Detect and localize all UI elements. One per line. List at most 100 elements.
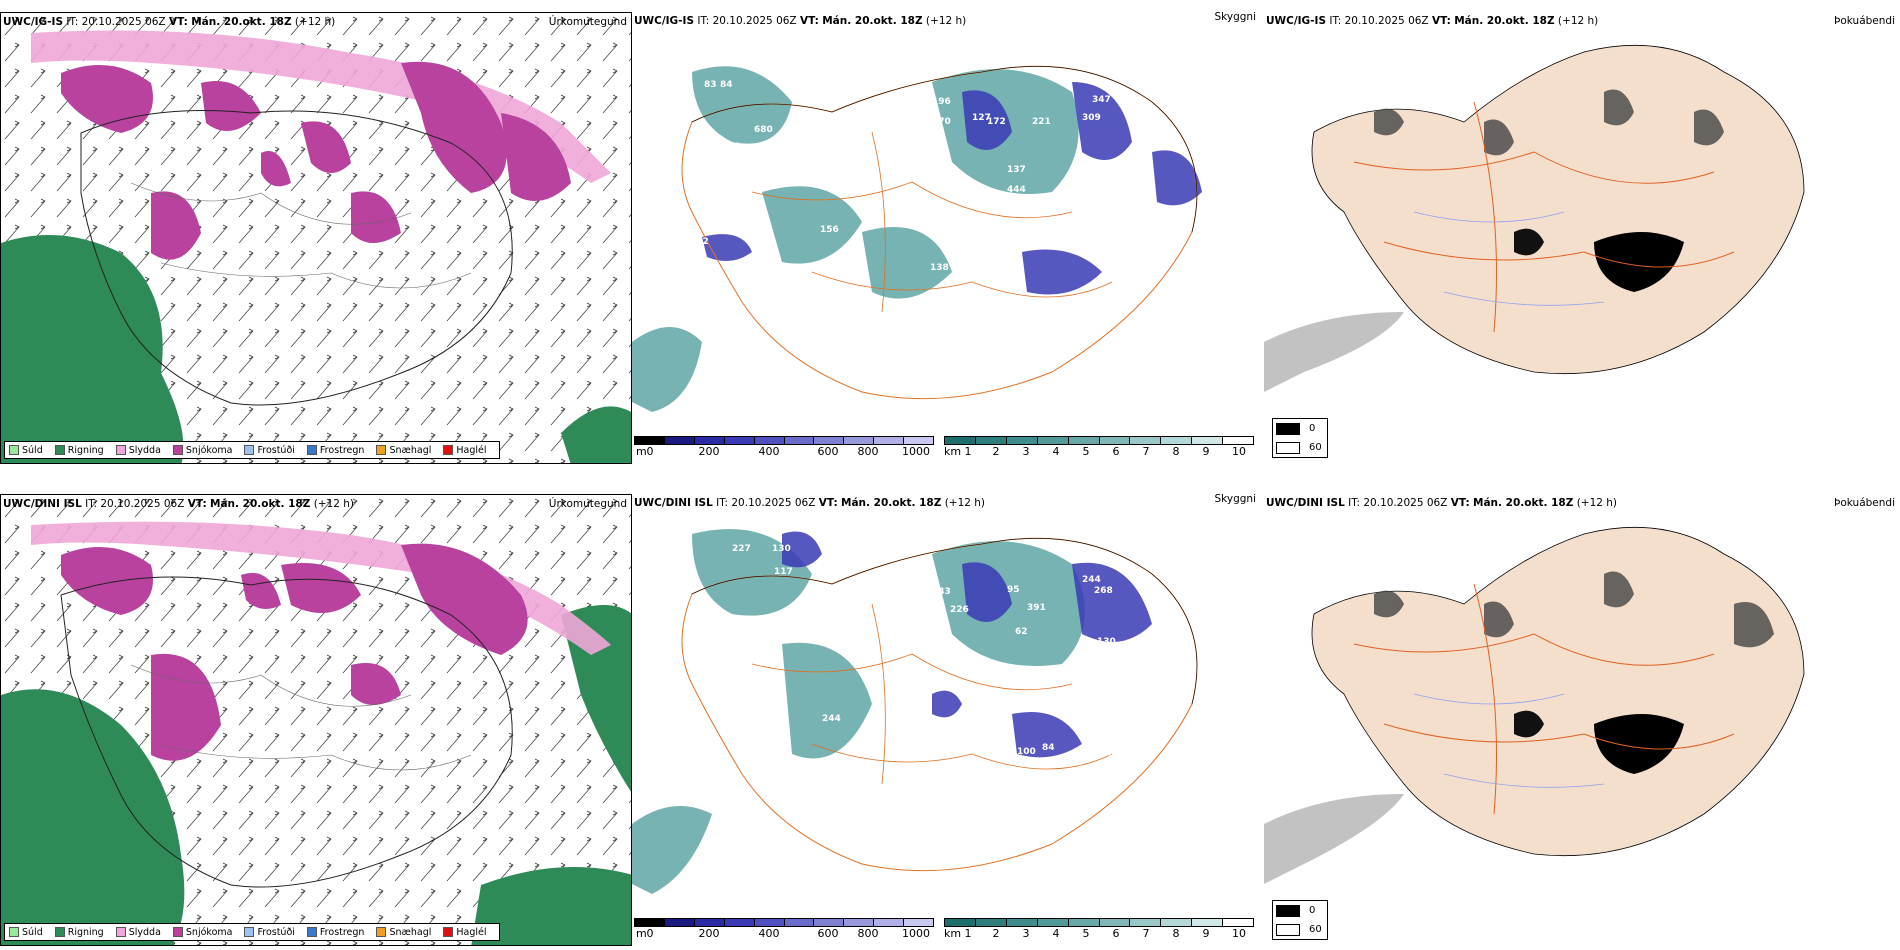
cloud-base-colorbar: m 0 200 400 600 800 1000 <box>634 436 934 458</box>
legend-swatch <box>54 927 65 937</box>
peak-label: 444 <box>1007 185 1026 195</box>
legend-swatch <box>443 445 454 455</box>
cloud-base-panel-top: UWC/IG-IS IT: 20.10.2025 06Z VT: Mán. 20… <box>632 12 1264 464</box>
panel-title: UWC/IG-IS IT: 20.10.2025 06Z VT: Mán. 20… <box>3 16 336 28</box>
fog-legend: 0 60 <box>1272 418 1328 458</box>
peak-label: 212 <box>737 714 756 724</box>
visibility-colorbar: km 1 2 3 4 5 6 7 8 9 10 <box>944 918 1254 940</box>
peak-label: 196 <box>932 97 951 107</box>
peak-label: 83 <box>704 80 717 90</box>
panel-name: Skyggni <box>1214 494 1257 505</box>
peak-label: 100 <box>1017 747 1036 757</box>
peak-label: 158 <box>1160 689 1179 699</box>
legend-item: Frostúði <box>244 927 295 938</box>
legend-item: Slydda <box>115 927 161 938</box>
peak-label: 84 <box>720 80 733 90</box>
legend-swatch <box>376 927 387 937</box>
legend-swatch <box>54 445 65 455</box>
legend-swatch <box>115 445 126 455</box>
peak-label: 186 <box>1167 617 1186 627</box>
legend-item: Frostregn <box>306 927 364 938</box>
peak-label: 221 <box>1032 117 1051 127</box>
legend-item: Frostúði <box>244 445 295 456</box>
peak-label: 130 <box>1097 637 1116 647</box>
peak-label: 69 <box>980 732 993 742</box>
legend-item: 60 <box>1273 438 1327 457</box>
precip-type-panel-top: UWC/IG-IS IT: 20.10.2025 06Z VT: Mán. 20… <box>0 12 632 464</box>
panel-name: Úrkomutegund <box>548 16 627 28</box>
peak-label: 279 <box>1102 190 1121 200</box>
legend-swatch <box>306 927 317 937</box>
legend-item: Snæhagl <box>376 927 431 938</box>
legend-item: Snjókoma <box>172 927 232 938</box>
legend-item: Snjókoma <box>172 445 232 456</box>
peak-label: 68 <box>980 263 993 273</box>
legend-swatch <box>172 927 183 937</box>
peak-label: 95 <box>1007 585 1020 595</box>
peak-label: 268 <box>1094 586 1113 596</box>
colorbar-strip <box>634 436 934 445</box>
colorbar-strip <box>634 918 934 927</box>
legend-item: Frostregn <box>306 445 364 456</box>
colorbar-strip <box>944 918 1254 927</box>
legend-item: 0 <box>1273 419 1327 438</box>
peak-label: 117 <box>774 567 793 577</box>
peak-label: 384 <box>1102 167 1121 177</box>
fog-map <box>1264 44 1805 392</box>
peak-label: 122 <box>690 237 709 247</box>
peak-label: 80 <box>950 245 963 255</box>
peak-label: 226 <box>950 605 969 615</box>
peak-label: 244 <box>1082 575 1101 585</box>
colorbar-strip <box>944 436 1254 445</box>
fog-indicator-panel-top: UWC/IG-IS IT: 20.10.2025 06Z VT: Mán. 20… <box>1264 12 1900 464</box>
precip-map <box>1 495 631 945</box>
panel-name: Skyggni <box>1214 12 1257 23</box>
legend-swatch <box>115 927 126 937</box>
legend-swatch <box>9 445 19 455</box>
legend-swatch <box>1276 923 1300 936</box>
peak-label: 137 <box>1007 165 1026 175</box>
peak-label: 79 <box>1092 255 1105 265</box>
panel-title: UWC/DINI ISL IT: 20.10.2025 06Z VT: Mán.… <box>634 497 986 509</box>
cloud-base-panel-bottom: UWC/DINI ISL IT: 20.10.2025 06Z VT: Mán.… <box>632 494 1264 946</box>
panel-name: Úrkomutegund <box>548 498 627 510</box>
panel-title: UWC/IG-IS IT: 20.10.2025 06Z VT: Mán. 20… <box>634 15 967 27</box>
legend-item: Slydda <box>115 445 161 456</box>
legend-swatch <box>9 927 19 937</box>
peak-label: 62 <box>1015 627 1028 637</box>
peak-label: 211 <box>990 295 1009 305</box>
peak-label: 628 <box>1002 702 1021 712</box>
peak-label: 383 <box>852 745 871 755</box>
panel-title: UWC/IG-IS IT: 20.10.2025 06Z VT: Mán. 20… <box>1266 15 1599 27</box>
precip-map <box>1 13 631 463</box>
precip-legend: Súld Rigning Slydda Snjókoma Frostúði Fr… <box>4 923 500 941</box>
peak-label: 309 <box>1082 113 1101 123</box>
legend-swatch <box>1276 441 1300 454</box>
peak-label: 78 <box>1102 749 1115 759</box>
legend-item: Rigning <box>54 927 104 938</box>
peak-label: 680 <box>754 125 773 135</box>
peak-label: 25 <box>797 772 810 782</box>
peak-label: 101 <box>722 142 741 152</box>
legend-swatch <box>172 445 183 455</box>
peak-label: 227 <box>732 544 751 554</box>
peak-label: 143 <box>932 587 951 597</box>
legend-item: 0 <box>1273 901 1327 920</box>
peak-label: 189 <box>1030 777 1049 787</box>
legend-item: Haglél <box>443 927 487 938</box>
cloud-base-colorbar: m 0 200 400 600 800 1000 <box>634 918 934 940</box>
peak-label: 116 <box>1142 692 1161 702</box>
legend-item: 60 <box>1273 920 1327 939</box>
peak-label: 82 <box>1144 667 1157 677</box>
panel-title: UWC/DINI ISL IT: 20.10.2025 06Z VT: Mán.… <box>3 498 355 510</box>
legend-item: Haglél <box>443 445 487 456</box>
legend-item: Snæhagl <box>376 445 431 456</box>
peak-label: 109 <box>1084 770 1103 780</box>
peak-label: 172 <box>987 117 1006 127</box>
peak-label: 170 <box>932 117 951 127</box>
peak-label: 156 <box>820 225 839 235</box>
